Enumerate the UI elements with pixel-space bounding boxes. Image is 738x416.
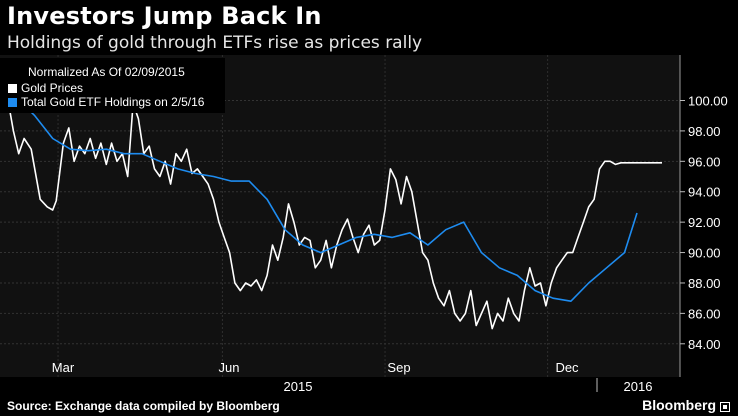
y-tick-label: 92.00 bbox=[688, 215, 721, 230]
y-tick-label: 90.00 bbox=[688, 246, 721, 261]
legend-box bbox=[0, 58, 225, 113]
y-tick-label: 98.00 bbox=[688, 124, 721, 139]
line-chart: Mar Jun Sep Dec 2015 2016 84.00 86.00 88.00 90.0… bbox=[0, 55, 728, 392]
bloomberg-logo: Bloomberg bbox=[642, 397, 716, 413]
chart-subtitle: Holdings of gold through ETFs rise as pr… bbox=[7, 33, 423, 53]
chart-title: Investors Jump Back In bbox=[7, 2, 322, 30]
x-tick-label: Mar bbox=[52, 360, 75, 375]
y-tick-label: 88.00 bbox=[688, 276, 721, 291]
y-tick-label: 84.00 bbox=[688, 337, 721, 352]
x-tick-label: Dec bbox=[555, 360, 579, 375]
bloomberg-box-icon bbox=[720, 402, 730, 412]
legend-note: Normalized As Of 02/09/2015 bbox=[28, 65, 185, 79]
series-line-gold-prices bbox=[7, 100, 662, 330]
x-tick-label: Jun bbox=[219, 360, 240, 375]
legend-swatch-etf bbox=[8, 98, 17, 107]
series-line-etf-holdings bbox=[7, 99, 638, 303]
y-tick-label: 94.00 bbox=[688, 185, 721, 200]
y-tick-label: 100.00 bbox=[688, 93, 728, 108]
x-year-label: 2015 bbox=[284, 379, 313, 392]
legend-swatch-gold bbox=[8, 84, 17, 93]
y-tick-label: 86.00 bbox=[688, 306, 721, 321]
x-tick-label: Sep bbox=[387, 360, 410, 375]
source-note: Source: Exchange data compiled by Bloomb… bbox=[7, 399, 280, 413]
y-tick-label: 96.00 bbox=[688, 154, 721, 169]
legend-label-etf: Total Gold ETF Holdings on 2/5/16 bbox=[21, 95, 205, 109]
x-year-label: 2016 bbox=[624, 379, 653, 392]
legend-label-gold: Gold Prices bbox=[21, 81, 83, 95]
